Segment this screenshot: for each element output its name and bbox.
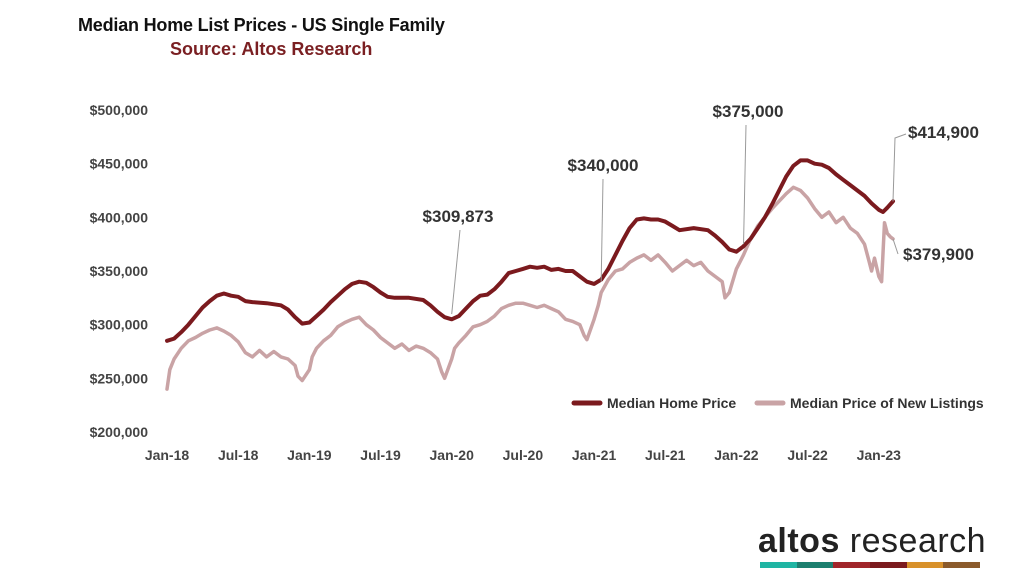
x-tick-label: Jul-19 xyxy=(360,447,401,463)
annotation-label: $375,000 xyxy=(713,102,784,121)
annotation-leader-line xyxy=(600,178,604,282)
series-line-new-listings xyxy=(165,185,895,391)
series-line-median-home-price xyxy=(165,158,895,343)
x-tick-label: Jan-20 xyxy=(430,447,475,463)
annotation-leader-line xyxy=(892,238,899,255)
annotation-label: $340,000 xyxy=(568,156,639,175)
x-tick-label: Jan-19 xyxy=(287,447,332,463)
annotation-label: $414,900 xyxy=(908,123,979,142)
annotation-label: $379,900 xyxy=(903,245,974,264)
brand-color-segment xyxy=(906,562,944,568)
legend-label: Median Price of New Listings xyxy=(790,395,984,411)
x-tick-label: Jul-21 xyxy=(645,447,686,463)
x-tick-label: Jan-21 xyxy=(572,447,617,463)
brand-color-segment xyxy=(796,562,834,568)
x-tick-label: Jan-23 xyxy=(857,447,902,463)
legend: Median Home Price Median Price of New Lis… xyxy=(571,395,984,411)
brand-color-bar xyxy=(760,562,981,568)
y-tick-label: $250,000 xyxy=(90,370,149,386)
brand-logo: altos research xyxy=(758,522,986,561)
legend-label: Median Home Price xyxy=(607,395,736,411)
annotation-leader-line xyxy=(451,229,461,315)
annotation-leader-line xyxy=(892,133,907,202)
y-tick-label: $500,000 xyxy=(90,102,149,118)
y-tick-label: $350,000 xyxy=(90,263,149,279)
brand-name-light: research xyxy=(839,522,987,560)
annotations: $309,873 $340,000 $375,000 $414,900 $379,900 xyxy=(423,102,979,315)
brand-color-segment xyxy=(833,562,871,568)
chart-subtitle: Source: Altos Research xyxy=(170,39,373,59)
series-group xyxy=(165,158,895,391)
brand-color-segment xyxy=(943,562,981,568)
x-tick-label: Jul-20 xyxy=(503,447,544,463)
x-tick-label: Jul-22 xyxy=(787,447,828,463)
y-tick-label: $200,000 xyxy=(90,424,149,440)
brand-color-segment xyxy=(760,562,797,568)
brand-color-segment xyxy=(870,562,907,568)
x-tick-label: Jan-22 xyxy=(714,447,759,463)
y-tick-label: $450,000 xyxy=(90,156,149,172)
y-axis: $500,000 $450,000 $400,000 $350,000 $300,000… xyxy=(90,102,149,440)
x-tick-label: Jan-18 xyxy=(145,447,190,463)
annotation-label: $309,873 xyxy=(423,207,494,226)
brand-name-bold: altos xyxy=(758,522,840,560)
x-axis: Jan-18 Jul-18 Jan-19 Jul-19 Jan-20 Jul-20 Jan-… xyxy=(145,447,901,463)
y-tick-label: $300,000 xyxy=(90,317,149,333)
chart-title: Median Home List Prices - US Single Fami… xyxy=(78,15,445,35)
annotation-leader-line xyxy=(743,124,747,245)
x-tick-label: Jul-18 xyxy=(218,447,259,463)
y-tick-label: $400,000 xyxy=(90,209,149,225)
